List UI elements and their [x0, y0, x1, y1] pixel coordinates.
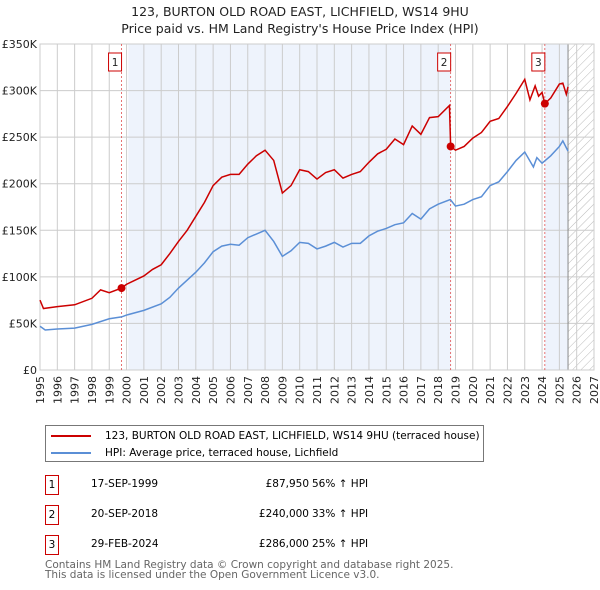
x-tick-label: 2015: [380, 376, 393, 404]
transaction-date: 17-SEP-1999: [91, 478, 159, 490]
x-tick-label: 2014: [363, 376, 376, 404]
sale-point: [540, 99, 549, 108]
legend-label-hpi: HPI: Average price, terraced house, Lich…: [105, 447, 339, 459]
forecast-hatch: [568, 44, 594, 370]
legend-label-property: 123, BURTON OLD ROAD EAST, LICHFIELD, WS…: [105, 430, 480, 442]
y-tick-label: £0: [23, 364, 37, 377]
transaction-price: £240,000: [258, 508, 309, 520]
sale-point: [117, 284, 126, 293]
transaction-marker: 1: [45, 475, 59, 495]
x-tick-label: 2002: [155, 376, 168, 404]
y-tick-label: £200K: [2, 178, 38, 191]
x-tick-label: 2007: [242, 376, 255, 404]
shaded-period: [128, 44, 451, 370]
x-tick-label: 2005: [207, 376, 220, 404]
x-tick-label: 2021: [484, 376, 497, 404]
transaction-price: £87,950: [265, 478, 309, 490]
sale-label: 2: [441, 57, 448, 69]
sale-label-box: [437, 52, 452, 72]
x-tick-label: 2010: [294, 376, 307, 404]
x-tick-label: 2001: [138, 376, 151, 404]
footer-copyright: Contains HM Land Registry data © Crown c…: [45, 559, 454, 571]
x-tick-label: 2003: [173, 376, 186, 404]
x-tick-label: 2017: [415, 376, 428, 404]
transaction-hpi-delta: 56% ↑ HPI: [312, 478, 369, 490]
x-tick-label: 2019: [450, 376, 463, 404]
y-tick-label: £250K: [2, 131, 38, 144]
x-tick-label: 1996: [51, 376, 64, 404]
sale-point: [446, 142, 455, 151]
transaction-row: 3 29-FEB-2024 £286,000 25% ↑ HPI: [45, 535, 545, 555]
x-tick-label: 1995: [34, 376, 47, 404]
transaction-hpi-delta: 25% ↑ HPI: [312, 538, 369, 550]
x-tick-label: 2025: [553, 376, 566, 404]
x-tick-label: 2012: [328, 376, 341, 404]
transaction-marker: 3: [45, 535, 59, 555]
x-tick-label: 2022: [501, 376, 514, 404]
transaction-row: 2 20-SEP-2018 £240,000 33% ↑ HPI: [45, 505, 545, 525]
x-tick-label: 2009: [276, 376, 289, 404]
legend-swatch-hpi: [51, 452, 91, 454]
x-tick-label: 2013: [346, 376, 359, 404]
x-tick-label: 2004: [190, 376, 203, 404]
sale-label-box: [531, 52, 546, 72]
x-tick-label: 2011: [311, 376, 324, 404]
transaction-date: 20-SEP-2018: [91, 508, 159, 520]
legend: 123, BURTON OLD ROAD EAST, LICHFIELD, WS…: [45, 425, 484, 462]
x-tick-label: 1998: [86, 376, 99, 404]
legend-hpi: HPI: Average price, terraced house, Lich…: [46, 445, 338, 461]
y-tick-label: £150K: [2, 224, 38, 237]
transaction-hpi-delta: 33% ↑ HPI: [312, 508, 369, 520]
x-tick-label: 1997: [69, 376, 82, 404]
transaction-row: 1 17-SEP-1999 £87,950 56% ↑ HPI: [45, 475, 545, 495]
transaction-marker: 2: [45, 505, 59, 525]
y-tick-label: £350K: [2, 38, 38, 51]
sale-label: 3: [535, 57, 542, 69]
x-tick-label: 2008: [259, 376, 272, 404]
transaction-date: 29-FEB-2024: [91, 538, 159, 550]
x-tick-label: 2018: [432, 376, 445, 404]
sale-label: 1: [112, 57, 119, 69]
x-tick-label: 2016: [398, 376, 411, 404]
chart-subtitle: Price paid vs. HM Land Registry's House …: [121, 21, 479, 36]
shaded-period: [544, 44, 569, 370]
x-tick-label: 2000: [121, 376, 134, 404]
x-tick-label: 2006: [224, 376, 237, 404]
x-tick-label: 2027: [588, 376, 600, 404]
series-line: [39, 139, 569, 331]
y-tick-label: £50K: [9, 317, 38, 330]
series-line: [39, 77, 569, 310]
y-tick-label: £100K: [2, 271, 38, 284]
y-tick-label: £300K: [2, 85, 38, 98]
footer-licence: This data is licensed under the Open Gov…: [45, 569, 380, 581]
x-tick-label: 2024: [536, 376, 549, 404]
x-tick-label: 1999: [103, 376, 116, 404]
transaction-price: £286,000: [258, 538, 309, 550]
x-tick-label: 2023: [519, 376, 532, 404]
sale-label-box: [108, 52, 123, 72]
legend-swatch-property: [51, 435, 91, 437]
plot-frame: [39, 43, 595, 371]
x-tick-label: 2026: [571, 376, 584, 404]
chart-title: 123, BURTON OLD ROAD EAST, LICHFIELD, WS…: [131, 4, 469, 19]
price-chart: 1995 1996 1997 1998 1999 2000 2001 2002 2003 2004…: [2, 38, 600, 404]
x-tick-label: 2020: [467, 376, 480, 404]
legend-property: 123, BURTON OLD ROAD EAST, LICHFIELD, WS…: [46, 428, 480, 444]
